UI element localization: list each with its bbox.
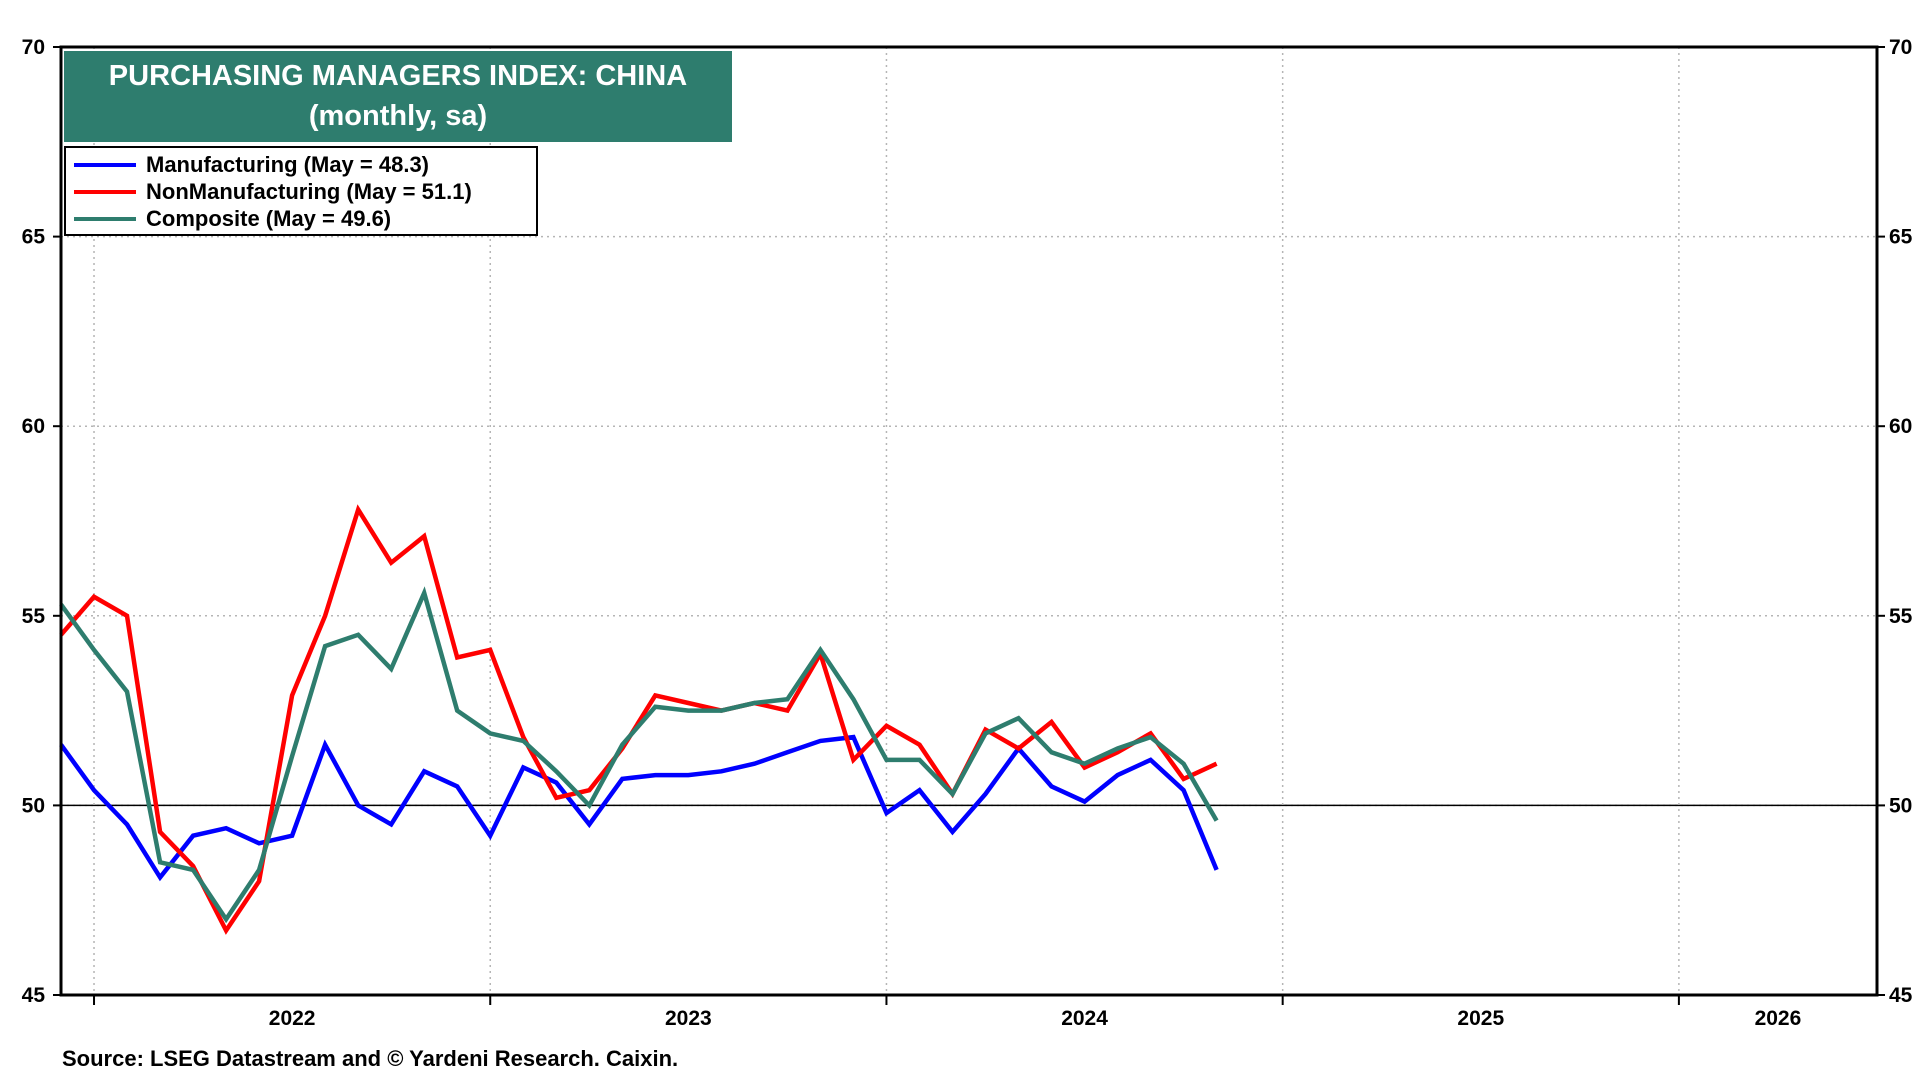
series-line-1: [59, 504, 1218, 935]
y-tick-label-left: 65: [22, 226, 46, 249]
y-tick-label-right: 45: [1889, 984, 1913, 1007]
y-tick-label-right: 50: [1889, 794, 1912, 817]
legend-label-nonmanufacturing: NonManufacturing (May = 51.1): [146, 179, 472, 204]
source-note: Source: LSEG Datastream and © Yardeni Re…: [62, 1046, 679, 1071]
legend-label-manufacturing: Manufacturing (May = 48.3): [146, 152, 430, 177]
x-tick-label: 2024: [1061, 1007, 1108, 1030]
chart-title: PURCHASING MANAGERS INDEX: CHINA: [108, 60, 688, 92]
y-tick-label-left: 70: [22, 36, 45, 59]
series-line-2: [59, 586, 1219, 924]
y-tick-label-right: 60: [1889, 415, 1912, 438]
legend-item-manufacturing: Manufacturing (May = 48.3): [74, 152, 429, 178]
x-tick-label: 2026: [1755, 1007, 1802, 1030]
legend-swatch-manufacturing: [74, 163, 136, 167]
x-tick-label: 2022: [269, 1007, 316, 1030]
legend-item-composite: Composite (May = 49.6): [74, 206, 391, 232]
chart-subtitle: (monthly, sa): [308, 100, 488, 132]
legend-swatch-nonmanufacturing: [74, 190, 136, 194]
y-tick-label-left: 55: [22, 605, 46, 628]
legend: Manufacturing (May = 48.3) NonManufactur…: [64, 146, 538, 236]
y-tick-label-left: 45: [22, 984, 46, 1007]
plot-frame: [59, 45, 1879, 997]
chart-title-box: PURCHASING MANAGERS INDEX: CHINA (monthl…: [64, 51, 732, 142]
legend-item-nonmanufacturing: NonManufacturing (May = 51.1): [74, 179, 472, 205]
y-tick-labels: 45 45 50 50 55 55 60 60 65 65 70 70: [22, 36, 1913, 1007]
y-tick-label-right: 65: [1889, 226, 1913, 249]
x-tick-labels: 2022 2023 2024 2025 2026: [93, 995, 1802, 1030]
y-tick-label-right: 55: [1889, 605, 1913, 628]
series-line-0: [59, 734, 1219, 882]
y-tick-label-left: 60: [22, 415, 45, 438]
series-lines: [59, 504, 1219, 935]
legend-swatch-composite: [74, 217, 136, 221]
grid-lines: [61, 47, 1877, 995]
y-tick-label-right: 70: [1889, 36, 1912, 59]
legend-label-composite: Composite (May = 49.6): [146, 206, 392, 231]
y-tick-label-left: 50: [22, 794, 45, 817]
x-tick-label: 2025: [1457, 1007, 1504, 1030]
x-tick-label: 2023: [665, 1007, 712, 1030]
